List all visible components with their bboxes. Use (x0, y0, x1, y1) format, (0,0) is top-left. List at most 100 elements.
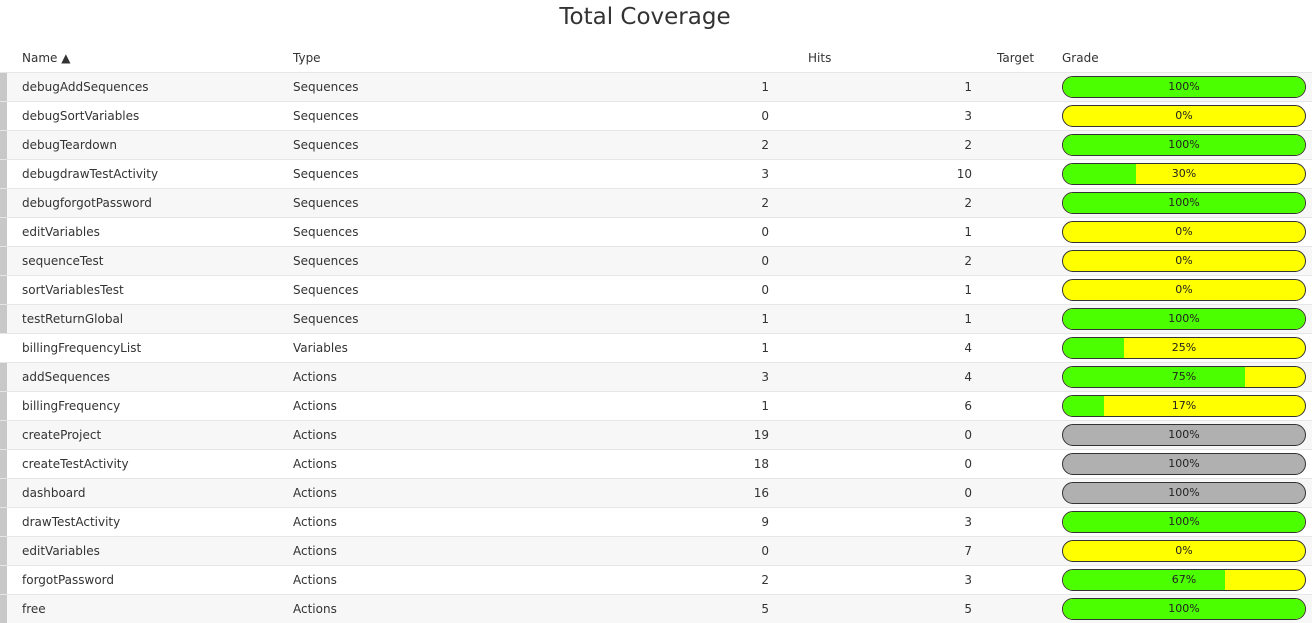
row-marker (0, 276, 7, 304)
table-row[interactable]: forgotPassword Actions 2 3 67% (0, 565, 1312, 594)
table-row[interactable]: free Actions 5 5 100% (0, 594, 1312, 623)
row-name: free (22, 602, 46, 616)
table-row[interactable]: editVariables Actions 0 7 0% (0, 536, 1312, 565)
grade-progress-bar: 67% (1062, 569, 1306, 591)
table-row[interactable]: debugdrawTestActivity Sequences 3 10 30% (0, 159, 1312, 188)
row-name: debugAddSequences (22, 80, 149, 94)
grade-fill (1063, 338, 1124, 358)
column-header-name[interactable]: Name ▲ (22, 51, 71, 65)
grade-progress-bar: 0% (1062, 279, 1306, 301)
row-name: addSequences (22, 370, 111, 384)
row-type: Actions (293, 515, 337, 529)
table-row[interactable]: billingFrequency Actions 1 6 17% (0, 391, 1312, 420)
column-header-hits[interactable]: Hits (808, 51, 832, 65)
grade-fill (1063, 193, 1305, 213)
row-hits: 16 (753, 486, 769, 500)
row-name: editVariables (22, 225, 100, 239)
row-type: Sequences (293, 167, 359, 181)
page-title: Total Coverage (559, 4, 731, 30)
row-hits: 0 (761, 254, 769, 268)
table-row[interactable]: debugTeardown Sequences 2 2 100% (0, 130, 1312, 159)
grade-fill (1063, 164, 1136, 184)
row-hits: 2 (761, 573, 769, 587)
row-name: billingFrequencyList (22, 341, 142, 355)
table-row[interactable]: sortVariablesTest Sequences 0 1 0% (0, 275, 1312, 304)
grade-progress-bar: 25% (1062, 337, 1306, 359)
row-target: 0 (964, 428, 972, 442)
column-header-type[interactable]: Type (293, 51, 321, 65)
row-name: forgotPassword (22, 573, 115, 587)
table-row[interactable]: editVariables Sequences 0 1 0% (0, 217, 1312, 246)
row-target: 2 (964, 196, 972, 210)
grade-progress-bar: 100% (1062, 511, 1306, 533)
grade-label: 100% (1168, 312, 1200, 325)
table-row[interactable]: sequenceTest Sequences 0 2 0% (0, 246, 1312, 275)
grade-progress-bar: 30% (1062, 163, 1306, 185)
grade-label: 75% (1171, 370, 1197, 383)
row-marker (0, 131, 7, 159)
column-header-grade[interactable]: Grade (1062, 51, 1099, 65)
row-name: sequenceTest (22, 254, 104, 268)
grade-label: 0% (1175, 283, 1193, 296)
row-type: Sequences (293, 138, 359, 152)
grade-fill (1063, 570, 1226, 590)
column-header-target[interactable]: Target (997, 51, 1035, 65)
row-hits: 2 (761, 196, 769, 210)
table-row[interactable]: billingFrequencyList Variables 1 4 25% (0, 333, 1312, 362)
row-target: 1 (964, 283, 972, 297)
grade-progress-bar: 100% (1062, 424, 1306, 446)
grade-progress-bar: 100% (1062, 192, 1306, 214)
table-row[interactable]: createProject Actions 19 0 100% (0, 420, 1312, 449)
row-marker (0, 305, 7, 333)
row-name: sortVariablesTest (22, 283, 124, 297)
table-row[interactable]: debugforgotPassword Sequences 2 2 100% (0, 188, 1312, 217)
row-hits: 0 (761, 225, 769, 239)
table-row[interactable]: addSequences Actions 3 4 75% (0, 362, 1312, 391)
row-name: debugTeardown (22, 138, 117, 152)
row-target: 0 (964, 457, 972, 471)
table-row[interactable]: drawTestActivity Actions 9 3 100% (0, 507, 1312, 536)
table-row[interactable]: dashboard Actions 16 0 100% (0, 478, 1312, 507)
grade-fill (1063, 396, 1105, 416)
grade-label: 100% (1168, 457, 1200, 470)
grade-label: 30% (1171, 167, 1197, 180)
row-name: dashboard (22, 486, 86, 500)
grade-fill (1063, 512, 1305, 532)
grade-label: 0% (1175, 109, 1193, 122)
row-hits: 0 (761, 109, 769, 123)
row-name: debugforgotPassword (22, 196, 152, 210)
row-hits: 1 (761, 399, 769, 413)
row-type: Actions (293, 573, 337, 587)
row-marker (0, 73, 7, 101)
grade-progress-bar: 100% (1062, 308, 1306, 330)
table-row[interactable]: debugSortVariables Sequences 0 3 0% (0, 101, 1312, 130)
coverage-table-body: debugAddSequences Sequences 1 1 100% debugSor… (0, 72, 1312, 623)
grade-label: 100% (1168, 80, 1200, 93)
row-name: debugSortVariables (22, 109, 140, 123)
table-row[interactable]: createTestActivity Actions 18 0 100% (0, 449, 1312, 478)
row-type: Actions (293, 370, 337, 384)
row-marker (0, 421, 7, 449)
row-type: Sequences (293, 109, 359, 123)
row-hits: 0 (761, 283, 769, 297)
grade-progress-bar: 100% (1062, 134, 1306, 156)
row-marker (0, 450, 7, 478)
row-target: 4 (964, 341, 972, 355)
row-target: 2 (964, 254, 972, 268)
row-hits: 18 (753, 457, 769, 471)
row-type: Actions (293, 399, 337, 413)
grade-label: 67% (1171, 573, 1197, 586)
table-row[interactable]: testReturnGlobal Sequences 1 1 100% (0, 304, 1312, 333)
grade-fill (1063, 77, 1305, 97)
table-row[interactable]: debugAddSequences Sequences 1 1 100% (0, 72, 1312, 101)
row-marker (0, 363, 7, 391)
row-target: 1 (964, 80, 972, 94)
grade-progress-bar: 100% (1062, 482, 1306, 504)
grade-progress-bar: 100% (1062, 76, 1306, 98)
row-marker (0, 102, 7, 130)
grade-label: 0% (1175, 544, 1193, 557)
row-marker (0, 479, 7, 507)
table-header: Name ▲ Type Hits Target Grade (0, 44, 1312, 72)
row-type: Actions (293, 486, 337, 500)
row-hits: 1 (761, 80, 769, 94)
